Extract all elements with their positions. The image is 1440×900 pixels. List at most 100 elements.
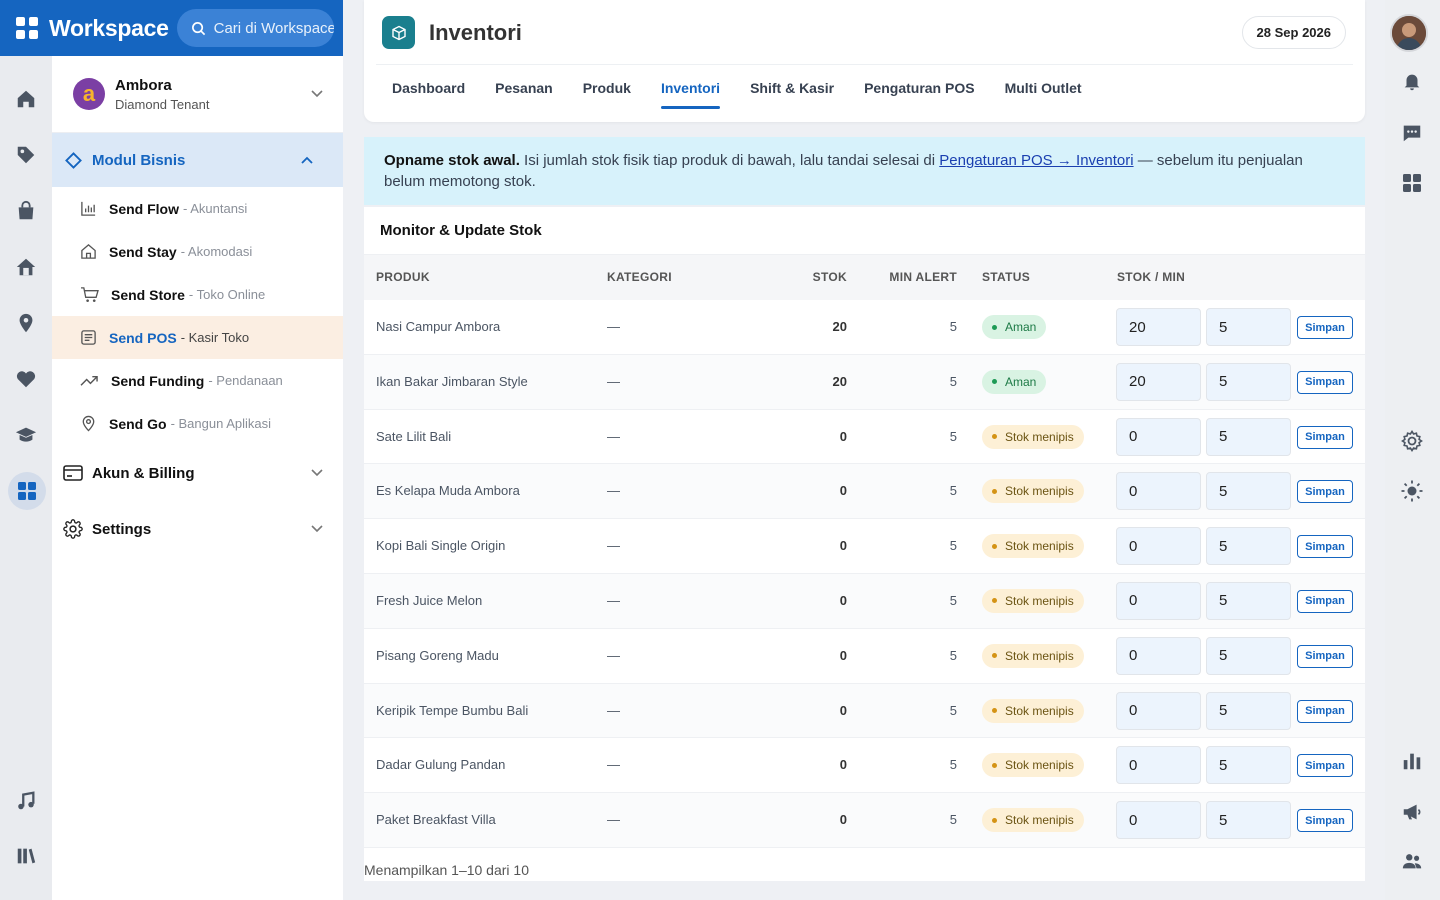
col-stok: STOK xyxy=(812,270,847,284)
min-input[interactable]: 5 xyxy=(1206,746,1291,785)
product-name: Ikan Bakar Jimbaran Style xyxy=(376,373,528,389)
people-icon[interactable] xyxy=(1397,846,1427,876)
sidebar-item-send-pos[interactable]: Send POS - Kasir Toko xyxy=(52,316,343,359)
search-input[interactable]: Cari di Workspace xyxy=(176,9,334,47)
product-name: Nasi Campur Ambora xyxy=(376,319,501,334)
category: — xyxy=(607,812,620,828)
min-alert-value: 5 xyxy=(949,319,957,334)
chat-icon[interactable] xyxy=(1397,118,1427,148)
tab-pesanan[interactable]: Pesanan xyxy=(495,80,553,96)
min-input[interactable]: 5 xyxy=(1206,308,1291,346)
settings-section[interactable]: Settings xyxy=(52,501,343,557)
status-text: Stok menipis xyxy=(1005,703,1074,718)
tag-icon[interactable] xyxy=(10,139,42,171)
save-button[interactable]: Simpan xyxy=(1297,535,1353,559)
left-icon-rail xyxy=(0,56,52,900)
status-text: Aman xyxy=(1005,374,1037,389)
category: — xyxy=(607,757,620,773)
home-icon[interactable] xyxy=(10,83,42,115)
table-row: Kopi Bali Single Origin —0 5 Stok menipis 0 5… xyxy=(364,519,1365,574)
account-switcher[interactable]: a Ambora Diamond Tenant xyxy=(52,56,343,133)
tab-pengaturan-pos[interactable]: Pengaturan POS xyxy=(864,80,975,96)
shopping-bag-icon[interactable] xyxy=(10,195,42,227)
gear-icon xyxy=(63,519,83,539)
stock-input[interactable]: 0 xyxy=(1116,472,1201,511)
modul-bisnis-label: Modul Bisnis xyxy=(92,151,186,169)
music-note-icon[interactable] xyxy=(10,785,42,817)
min-input[interactable]: 5 xyxy=(1206,636,1291,675)
user-avatar[interactable] xyxy=(1390,14,1428,52)
min-input[interactable]: 5 xyxy=(1206,691,1291,730)
category: — xyxy=(607,319,620,334)
tab-inventori[interactable]: Inventori xyxy=(660,80,721,109)
col-min-alert: MIN ALERT xyxy=(889,270,957,284)
status-text: Stok menipis xyxy=(1005,484,1074,499)
akun-billing-section[interactable]: Akun & Billing xyxy=(52,445,343,501)
status-badge: Stok menipis xyxy=(982,643,1084,668)
min-input[interactable]: 5 xyxy=(1206,417,1291,456)
save-button[interactable]: Simpan xyxy=(1297,754,1353,778)
tab-dashboard[interactable]: Dashboard xyxy=(392,80,466,96)
table-title: Monitor & Update Stok xyxy=(364,207,1365,255)
sidebar-item-desc: - Toko Online xyxy=(188,287,266,302)
receipt-icon xyxy=(81,330,96,345)
stock-input[interactable]: 0 xyxy=(1116,636,1201,675)
pengaturan-inventori-link[interactable]: Pengaturan POS → Inventori xyxy=(939,152,1134,169)
alert-bold: Opname stok awal. xyxy=(384,152,520,169)
save-button[interactable]: Simpan xyxy=(1297,370,1353,394)
tab-shift-kasir[interactable]: Shift & Kasir xyxy=(750,80,835,96)
graduation-cap-icon[interactable] xyxy=(10,419,42,451)
min-input[interactable]: 5 xyxy=(1206,581,1291,620)
category: — xyxy=(607,483,620,499)
stock-input[interactable]: 20 xyxy=(1116,362,1201,401)
search-icon xyxy=(191,21,205,35)
sidebar-item-send-go[interactable]: Send Go - Bangun Aplikasi xyxy=(52,402,343,445)
stock-input[interactable]: 0 xyxy=(1116,417,1201,456)
sun-icon[interactable] xyxy=(1397,476,1427,506)
tab-produk[interactable]: Produk xyxy=(582,80,631,96)
stock-input[interactable]: 0 xyxy=(1116,527,1201,566)
save-button[interactable]: Simpan xyxy=(1297,699,1353,723)
min-input[interactable]: 5 xyxy=(1206,801,1291,840)
house-icon[interactable] xyxy=(10,251,42,283)
stock-input[interactable]: 0 xyxy=(1116,691,1201,730)
stock-input[interactable]: 0 xyxy=(1116,801,1201,840)
table-row: Paket Breakfast Villa —0 5 Stok menipis 0 5 Si… xyxy=(364,793,1365,848)
sidebar-item-send-stay[interactable]: Send Stay - Akomodasi xyxy=(52,230,343,273)
save-button[interactable]: Simpan xyxy=(1297,425,1353,449)
min-input[interactable]: 5 xyxy=(1206,527,1291,566)
save-button[interactable]: Simpan xyxy=(1297,809,1353,833)
min-input[interactable]: 5 xyxy=(1206,362,1291,401)
megaphone-icon[interactable] xyxy=(1397,797,1427,827)
min-input[interactable]: 5 xyxy=(1206,472,1291,511)
category: — xyxy=(607,428,620,444)
page-header: Inventori 28 Sep 2026 Dashboard Pesanan … xyxy=(364,0,1365,122)
product-name: Dadar Gulung Pandan xyxy=(376,757,506,773)
stock-input[interactable]: 20 xyxy=(1116,308,1201,346)
stock-input[interactable]: 0 xyxy=(1116,581,1201,620)
chevron-down-icon xyxy=(311,525,323,533)
heart-icon[interactable] xyxy=(10,363,42,395)
credit-card-icon xyxy=(63,465,83,481)
library-icon[interactable] xyxy=(10,840,42,872)
save-button[interactable]: Simpan xyxy=(1297,589,1353,613)
table-row: Dadar Gulung Pandan —0 5 Stok menipis 0 5 Simp… xyxy=(364,738,1365,794)
location-pin-icon[interactable] xyxy=(10,307,42,339)
workspace-grid-icon[interactable] xyxy=(16,17,38,39)
save-button[interactable]: Simpan xyxy=(1297,316,1353,339)
apps-icon[interactable] xyxy=(1397,168,1427,198)
modul-bisnis-section[interactable]: Modul Bisnis xyxy=(52,133,343,187)
save-button[interactable]: Simpan xyxy=(1297,644,1353,668)
apps-grid-icon[interactable] xyxy=(8,472,46,510)
stock-input[interactable]: 0 xyxy=(1116,746,1201,785)
sidebar-item-send-flow[interactable]: Send Flow - Akuntansi xyxy=(52,187,343,230)
settings-gear-icon[interactable] xyxy=(1397,426,1427,456)
sidebar-item-send-funding[interactable]: Send Funding - Pendanaan xyxy=(52,359,343,402)
sidebar-item-send-store[interactable]: Send Store - Toko Online xyxy=(52,273,343,316)
tab-multi-outlet[interactable]: Multi Outlet xyxy=(1004,80,1082,96)
analytics-icon[interactable] xyxy=(1397,746,1427,776)
brand-title[interactable]: Workspace xyxy=(49,14,169,41)
save-button[interactable]: Simpan xyxy=(1297,480,1353,504)
bell-icon[interactable] xyxy=(1397,66,1427,96)
status-dot xyxy=(992,653,997,659)
